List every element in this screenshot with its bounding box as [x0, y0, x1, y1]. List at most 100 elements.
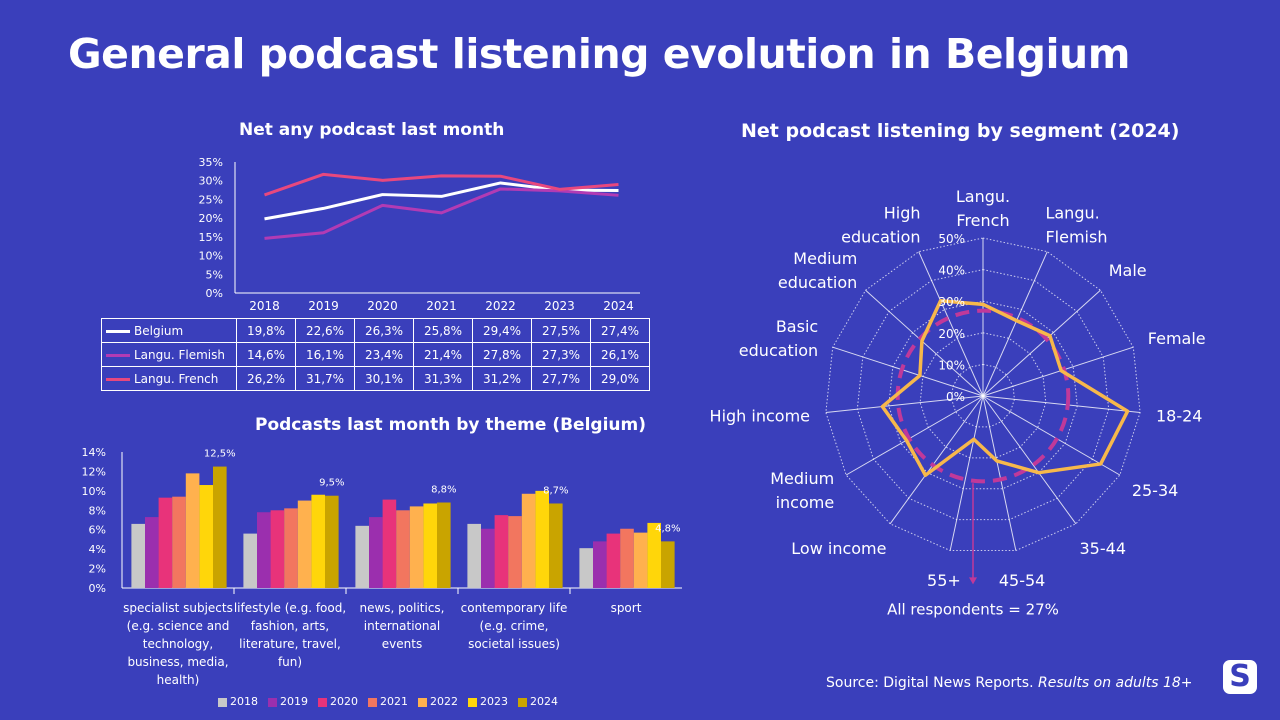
table-cell: 23,4% [354, 342, 414, 367]
radar-category-label: 18-24 [1156, 407, 1203, 426]
bar-ytick-label: 4% [89, 543, 106, 556]
bar-ytick-label: 2% [89, 563, 106, 576]
radar-category-label: Low income [791, 539, 886, 558]
bar [311, 494, 325, 588]
radar-rtick-label: 0% [946, 390, 965, 404]
radar-category-label: Female [1148, 329, 1206, 348]
source-note: Source: Digital News Reports. Results on… [826, 675, 1193, 691]
line-xtick-label: 2021 [426, 299, 457, 310]
bar [481, 528, 495, 588]
brand-logo: S [1223, 660, 1257, 694]
bar [185, 473, 200, 588]
line-xtick-label: 2023 [544, 299, 575, 310]
average-label: All respondents = 27% [887, 600, 1059, 618]
radar-spoke [982, 251, 1048, 397]
bar-ytick-label: 0% [89, 582, 106, 595]
bar-category-label: fashion, arts, [251, 619, 329, 633]
legend-entry: Langu. French [101, 366, 237, 391]
legend-label: Langu. French [134, 371, 219, 386]
bar-data-label: 9,5% [319, 478, 344, 489]
bar [145, 517, 159, 588]
bar-category-label: international [364, 619, 440, 633]
table-cell: 26,3% [354, 318, 414, 343]
radar-category-label: education [739, 341, 818, 360]
radar-category-label: education [778, 273, 857, 292]
bar [213, 466, 227, 588]
line-xtick-label: 2019 [308, 299, 339, 310]
line-chart: 35% 30% 25% 20% 15% 10% 5% 0% 2018 2019 2020 2021 20… [199, 156, 640, 310]
bar [606, 533, 621, 588]
line-ytick-label: 0% [206, 287, 223, 300]
radar-spoke [865, 289, 984, 397]
table-cell: 31,3% [413, 366, 473, 391]
bar [579, 548, 593, 588]
radar-rtick-label: 30% [938, 295, 965, 309]
radar-series [880, 298, 1130, 478]
bar-category-label: events [382, 637, 422, 651]
radar-spoke [982, 395, 1141, 414]
bar-category-label: news, politics, [359, 601, 444, 615]
bar [633, 532, 648, 588]
radar-spoke [845, 395, 984, 476]
average-arrow-head [969, 577, 977, 585]
bar [437, 502, 451, 588]
table-cell: 27,5% [531, 318, 591, 343]
legend-label: 2023 [480, 695, 508, 708]
bar [647, 522, 661, 588]
line-series-langu-french [264, 172, 619, 197]
legend-label: 2024 [530, 695, 558, 708]
radar-spoke [832, 346, 984, 397]
radar-spoke [982, 346, 1134, 397]
bar-data-label: 12,5% [204, 449, 236, 460]
radar-category-label: income [776, 493, 835, 512]
line-xtick-label: 2024 [603, 299, 634, 310]
bar [620, 528, 634, 588]
radar-category-label: High income [710, 407, 810, 426]
table-cell: 27,7% [531, 366, 591, 391]
table-cell: 27,8% [472, 342, 532, 367]
table-row: Langu. Flemish 14,6% 16,1% 23,4% 21,4% 27,8% 2… [101, 342, 650, 367]
bar [535, 490, 549, 588]
legend-label: 2018 [230, 695, 258, 708]
radar-spoke [889, 395, 984, 525]
legend-swatch [418, 697, 427, 707]
bar [243, 533, 257, 588]
line-ytick-label: 15% [199, 231, 223, 244]
radar-category-label: High [884, 203, 921, 222]
radar-spoke [825, 395, 984, 414]
bar-ytick-label: 14% [82, 446, 106, 459]
legend-label: Langu. Flemish [134, 347, 225, 362]
bar-data-label: 8,7% [543, 485, 568, 496]
legend-entry: 2024 [518, 695, 558, 708]
line-data-table: Belgium 19,8% 22,6% 26,3% 25,8% 29,4% 27,5% 27,… [101, 318, 650, 391]
legend-swatch [518, 697, 527, 707]
table-cell: 26,1% [590, 342, 650, 367]
legend-swatch [368, 697, 377, 707]
bar [369, 517, 383, 588]
radar-rtick-label: 40% [938, 264, 965, 278]
table-cell: 30,1% [354, 366, 414, 391]
radar-rtick-label: 20% [938, 327, 965, 341]
legend-swatch [106, 329, 130, 333]
table-cell: 19,8% [236, 318, 296, 343]
radar-category-label: Langu. [956, 187, 1010, 206]
legend-label: Belgium [134, 323, 184, 338]
bar [199, 485, 213, 588]
bar-category-label: health) [157, 673, 200, 687]
line-ytick-label: 20% [199, 212, 223, 225]
radar-rtick-label: 10% [938, 358, 965, 372]
radar-category-label: Medium [793, 249, 857, 268]
bar-category-label: sport [611, 601, 642, 615]
legend-entry: 2022 [418, 695, 458, 708]
bar [297, 500, 312, 588]
radar-category-label: Flemish [1045, 227, 1107, 246]
bar [508, 516, 522, 588]
radar-grid-ring [888, 300, 1078, 490]
radar-category-label: 35-44 [1080, 539, 1127, 558]
radar-category-label: 55+ [927, 571, 961, 590]
table-cell: 26,2% [236, 366, 296, 391]
line-ytick-label: 30% [199, 175, 223, 188]
line-xtick-label: 2020 [367, 299, 398, 310]
line-xtick-label: 2018 [249, 299, 280, 310]
legend-swatch [106, 377, 130, 381]
